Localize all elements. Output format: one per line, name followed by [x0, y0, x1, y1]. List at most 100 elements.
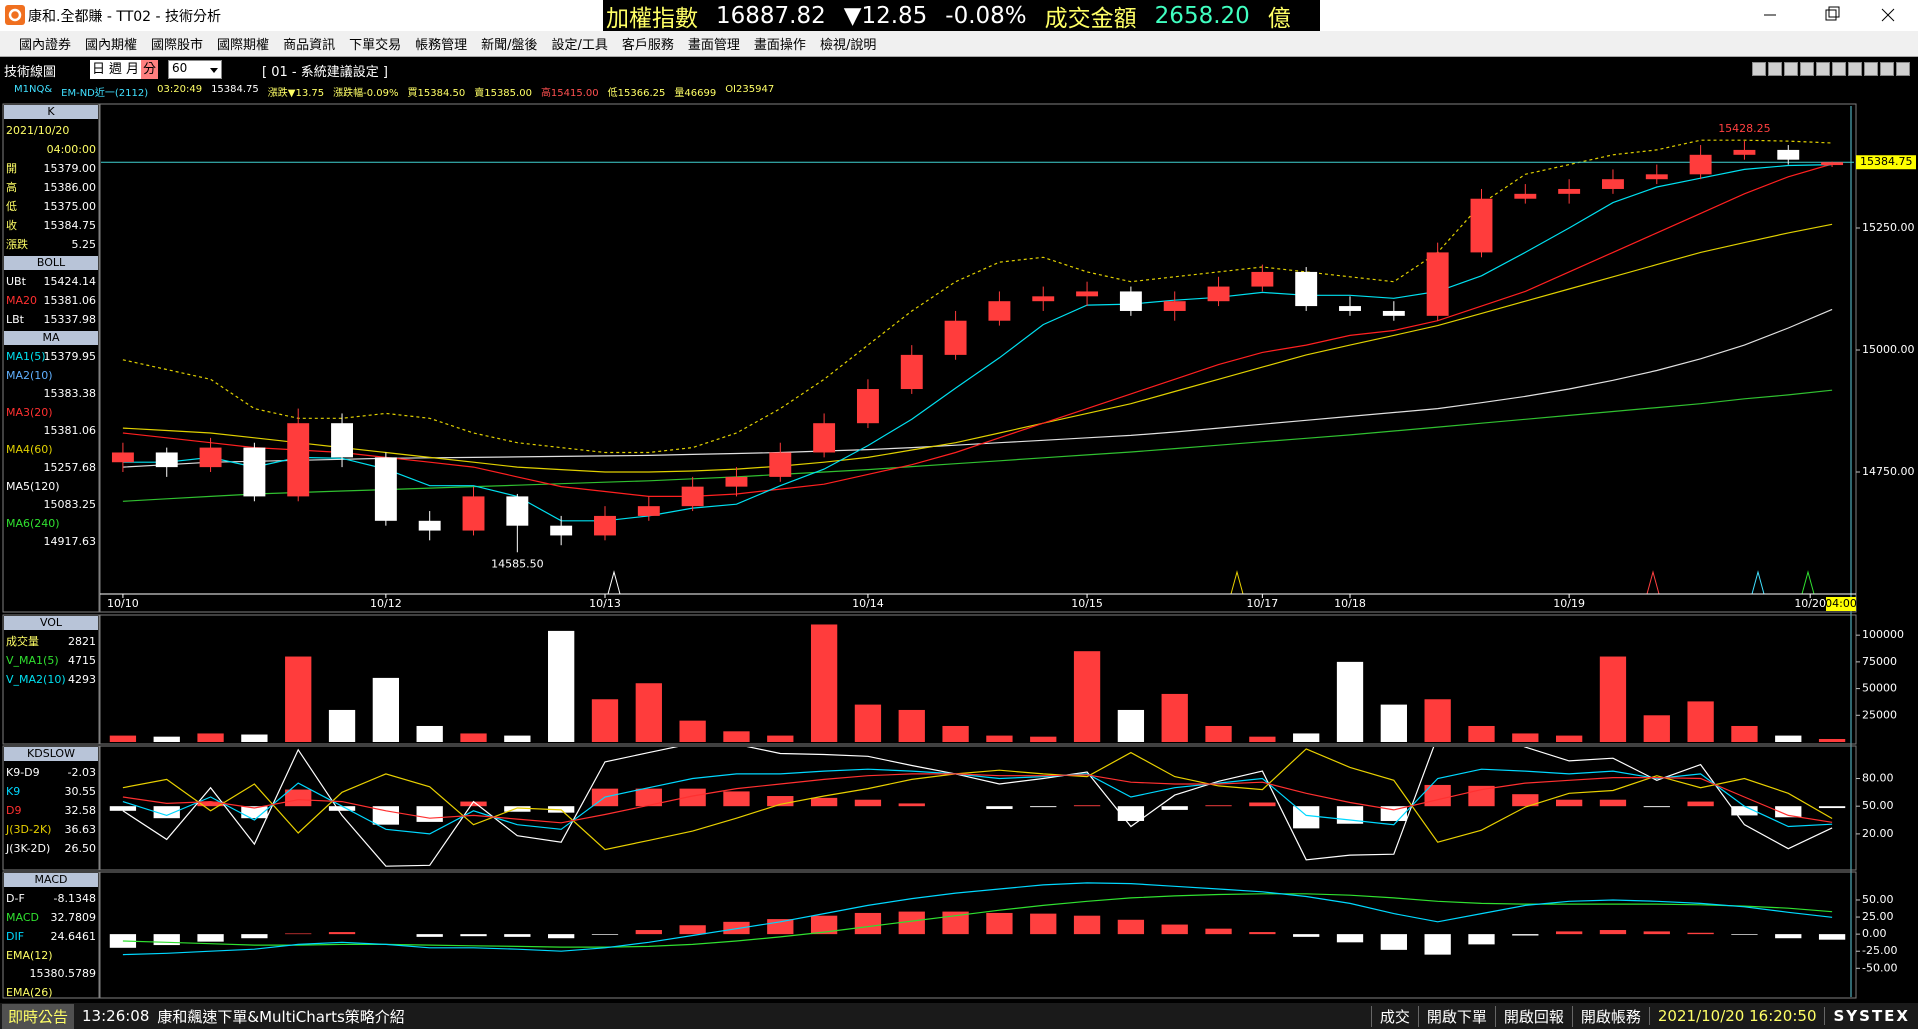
status-button[interactable]: 開啟下單 — [1417, 1005, 1495, 1027]
legend-header — [4, 256, 98, 270]
period-option[interactable]: 週 — [109, 62, 123, 77]
status-button[interactable]: 開啟回報 — [1494, 1005, 1572, 1027]
menu-item[interactable]: 國內證券 — [19, 38, 72, 53]
legend-name: J(3D-2K) — [5, 823, 51, 836]
plot-area — [109, 747, 1846, 867]
menu-item[interactable]: 畫面管理 — [687, 38, 740, 53]
y-tick-label: 25000 — [1862, 708, 1897, 721]
toolbar-icon[interactable] — [1768, 62, 1782, 76]
candle-body — [1163, 301, 1186, 311]
menu-item[interactable]: 下單交易 — [349, 38, 402, 53]
menu-item[interactable]: 國際股市 — [151, 38, 204, 53]
oscillator-bar — [1775, 934, 1802, 939]
volume-bar — [328, 709, 356, 742]
y-tick-label: 80.00 — [1862, 771, 1894, 784]
oscillator-bar — [1380, 934, 1407, 950]
oscillator-bar — [1555, 799, 1583, 807]
volume-bar — [591, 699, 619, 742]
toolbar-icon[interactable] — [1848, 62, 1862, 76]
layout-name[interactable]: [ 01 - 系統建議設定 ] — [262, 65, 388, 80]
candle-body — [637, 506, 660, 516]
toolbar-icon[interactable] — [1784, 62, 1798, 76]
candle-body — [1076, 291, 1099, 297]
period-option[interactable]: 分 — [141, 60, 159, 79]
plot-area — [109, 624, 1846, 742]
legend-name: 漲跌 — [6, 237, 28, 251]
y-tick-label: 50.00 — [1862, 893, 1894, 906]
oscillator-bar — [460, 801, 487, 807]
menu-item[interactable]: 國際期權 — [217, 38, 270, 53]
candle-body — [331, 423, 353, 458]
indicator-line — [122, 773, 1833, 824]
volume-bar — [1205, 725, 1232, 742]
indicator-line — [122, 389, 1833, 502]
oscillator-bar — [1687, 801, 1714, 807]
menu-item[interactable]: 商品資訊 — [283, 38, 336, 53]
menu-item[interactable]: 畫面操作 — [753, 38, 806, 53]
toolbar-icon[interactable] — [1832, 62, 1846, 76]
indicator-line — [122, 748, 1833, 851]
candle-body — [243, 447, 266, 497]
menu-item[interactable]: 客戶服務 — [621, 38, 674, 53]
window-controls[interactable] — [1748, 0, 1918, 31]
legend-frame — [2, 103, 100, 613]
candle-body — [1339, 306, 1361, 311]
notice-text[interactable]: 康和飆速下單&MultiCharts策略介紹 — [157, 1007, 405, 1026]
oscillator-bar — [1818, 934, 1846, 940]
legend-name: MA3(20) — [6, 406, 53, 419]
legend-value: 14917.63 — [44, 535, 97, 548]
y-tick-label: 50.00 — [1862, 799, 1894, 812]
oscillator-bar — [109, 806, 137, 811]
legend-name: 收 — [6, 218, 17, 232]
oscillator-bar — [1643, 931, 1670, 935]
signal-markers — [607, 570, 1815, 595]
toolbar-icon[interactable] — [1896, 62, 1910, 76]
toolbar-icon[interactable] — [1800, 62, 1814, 76]
volume-bar — [1599, 656, 1627, 742]
volume-bar — [285, 656, 312, 742]
menu-item[interactable]: 帳務管理 — [415, 38, 468, 53]
x-tick-label: 10/14 — [852, 597, 884, 610]
candle-body — [1821, 162, 1844, 166]
legend-value: 2821 — [68, 635, 96, 648]
y-tick-label: -50.00 — [1862, 961, 1897, 974]
indicator-line — [122, 164, 1833, 522]
oscillator-bar — [898, 803, 925, 807]
toolbar-icon[interactable] — [1864, 62, 1878, 76]
candle-body — [155, 452, 178, 468]
menu-item[interactable]: 國內期權 — [85, 38, 138, 53]
status-button[interactable]: 成交 — [1370, 1005, 1418, 1027]
volume-bar — [1512, 733, 1539, 742]
legend-frame — [2, 614, 100, 745]
legend-name: EMA(26) — [6, 986, 53, 999]
technical-chart: 14750.00 15000.00 15250.00 10/10 10/12 10/13 1… — [2, 103, 1916, 999]
volume-bar — [942, 725, 969, 742]
oscillator-bar — [1775, 806, 1802, 818]
legend-frame — [2, 745, 100, 871]
quote-field: 低15366.25 — [607, 88, 666, 99]
status-button[interactable]: 開啟帳務 — [1571, 1005, 1649, 1027]
oscillator-bar — [723, 921, 750, 935]
legend-value: 5.25 — [72, 238, 97, 251]
volume-bar — [635, 683, 662, 742]
menu-item[interactable]: 設定/工具 — [551, 38, 608, 53]
toolbar-icon[interactable] — [1880, 62, 1894, 76]
volume-bar — [1468, 725, 1495, 742]
window-title: 康和.全都賺 - TT02 - 技術分析 — [28, 9, 222, 25]
legend-value: 15383.38 — [44, 387, 97, 400]
volume-bar — [1731, 725, 1758, 742]
menu-item[interactable]: 檢視/說明 — [819, 38, 877, 53]
toolbar-icon[interactable] — [1752, 62, 1766, 76]
legend-value: 15381.06 — [44, 424, 97, 437]
candle-body — [462, 496, 485, 531]
period-option[interactable]: 月 — [126, 62, 140, 77]
legend-name: V_MA1(5) — [6, 654, 59, 667]
menu-item[interactable]: 新聞/盤後 — [481, 38, 538, 53]
period-option[interactable]: 日 — [92, 62, 106, 77]
interval-select[interactable]: 60 — [168, 60, 222, 79]
quote-field: 買15384.50 — [407, 88, 466, 99]
toolbar-icon[interactable] — [1816, 62, 1830, 76]
quote-field: 03:20:49 — [157, 84, 203, 95]
oscillator-bar — [1599, 930, 1627, 935]
y-tick-label: 25.00 — [1862, 910, 1894, 923]
